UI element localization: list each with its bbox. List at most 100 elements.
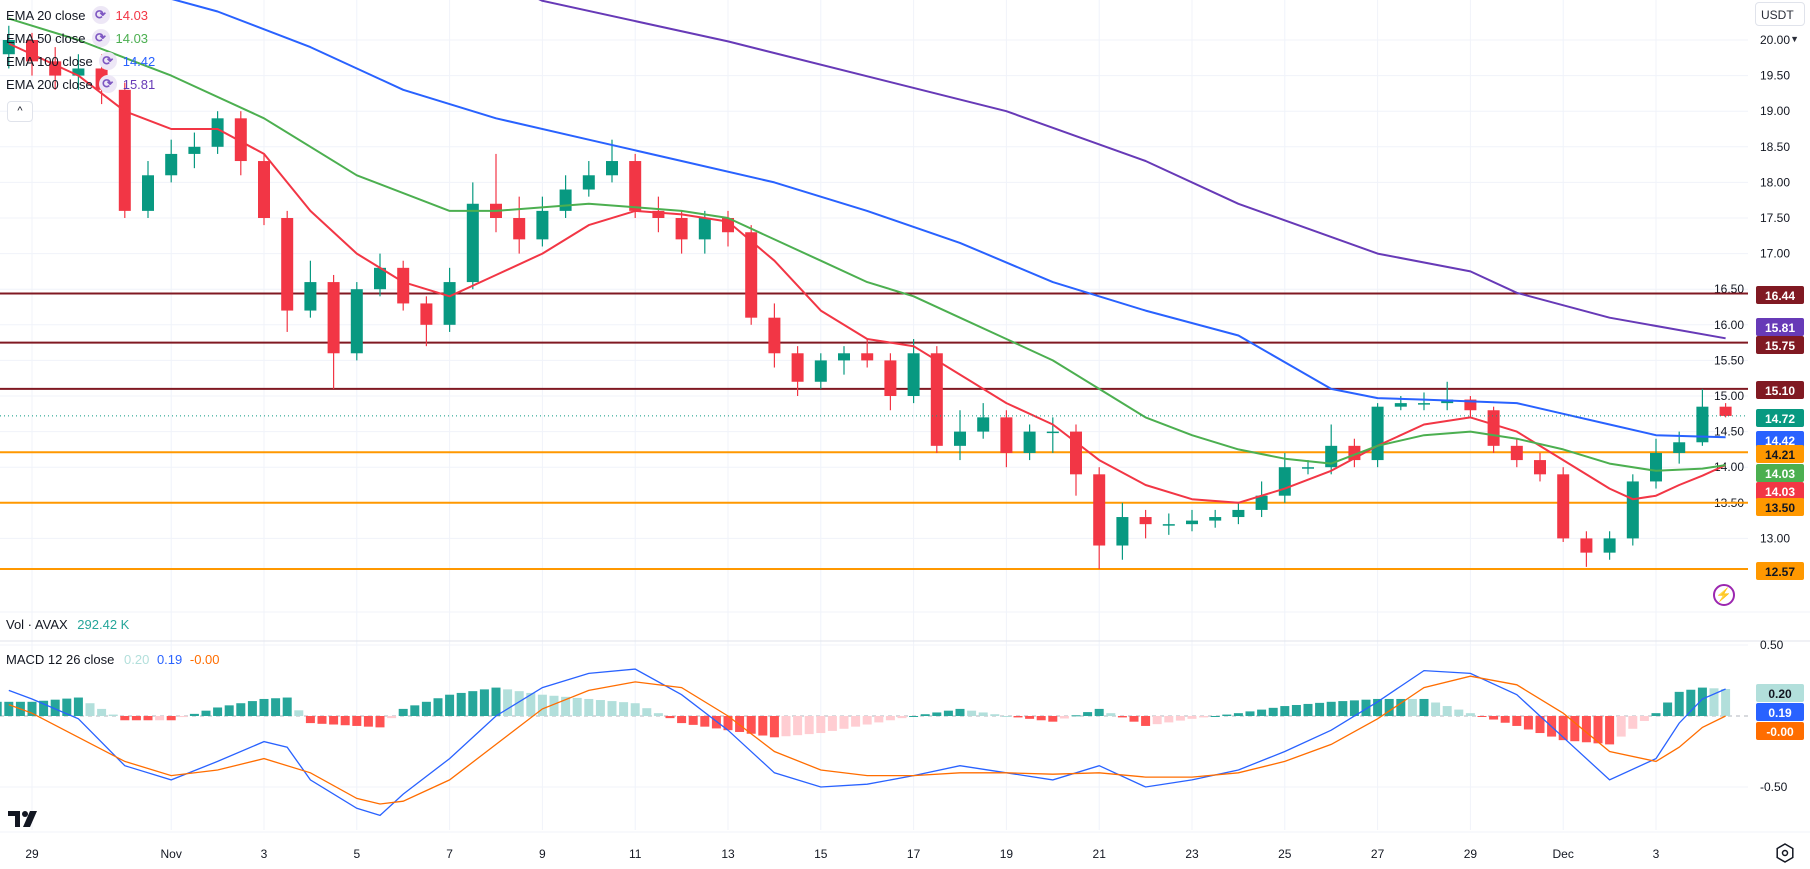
candle-body: [327, 282, 340, 354]
candle-body: [443, 282, 456, 325]
candle-body: [1371, 406, 1384, 461]
macd-line: [8, 668, 1726, 817]
histogram-bar: [1291, 704, 1301, 716]
histogram-bar: [1210, 716, 1220, 717]
histogram-bar: [131, 716, 141, 721]
histogram-bar: [178, 716, 188, 718]
candle-up: [559, 175, 572, 218]
histogram-bar: [1013, 716, 1023, 718]
histogram-bar: [1512, 716, 1522, 726]
candle-up: [907, 339, 920, 404]
sync-icon[interactable]: ⟳: [91, 6, 110, 24]
histogram-bar: [73, 697, 83, 716]
sync-icon[interactable]: ⟳: [91, 29, 110, 47]
price-label-text: 13.50: [1765, 501, 1795, 515]
legend-ema100[interactable]: EMA 100 close ⟳ 14.42: [6, 52, 155, 70]
histogram-bar: [851, 716, 861, 727]
legend-ema20[interactable]: EMA 20 close ⟳ 14.03: [6, 6, 148, 24]
macd-legend[interactable]: MACD 12 26 close 0.20 0.19 -0.00: [6, 652, 220, 667]
price-tick-label: 17.00: [1760, 247, 1790, 261]
histogram-bar: [804, 716, 814, 735]
candle-body: [1464, 399, 1477, 411]
candle-body: [1186, 520, 1198, 525]
price-tick-label: 14.00: [1714, 460, 1744, 474]
volume-label: Vol · AVAX: [6, 617, 68, 632]
histogram-bar: [97, 708, 107, 716]
candle-body: [258, 161, 270, 218]
currency-dropdown[interactable]: USDT ▼: [1755, 2, 1805, 44]
candle-body: [165, 153, 178, 176]
histogram-bar: [1338, 701, 1348, 716]
candle-body: [1603, 538, 1616, 553]
candle-body: [1580, 538, 1593, 553]
ema-line-20: [8, 42, 1727, 504]
candle-body: [211, 118, 224, 147]
histogram-bar: [1651, 713, 1661, 716]
candle-up: [1278, 452, 1291, 503]
price-axis-label: 14.21: [1756, 445, 1804, 463]
histogram-bar: [885, 716, 895, 721]
histogram-bar: [827, 716, 837, 731]
price-tick-label: 15.50: [1714, 353, 1744, 367]
candle-body: [118, 89, 131, 211]
sync-icon[interactable]: ⟳: [98, 52, 117, 70]
legend-ema50[interactable]: EMA 50 close ⟳ 14.03: [6, 29, 148, 47]
candle-body: [1255, 495, 1268, 510]
histogram-bar: [1523, 716, 1533, 730]
candle-down: [930, 346, 943, 453]
histogram-bar: [723, 716, 733, 731]
histogram-bar: [259, 698, 269, 716]
candle-body: [350, 289, 363, 354]
legend-label: EMA 50 close: [6, 30, 86, 46]
candle-body: [466, 203, 479, 283]
candle-body: [1000, 417, 1013, 453]
histogram-bar: [1500, 716, 1510, 723]
price-tick-label: 16.00: [1714, 318, 1744, 332]
legend-collapse-button[interactable]: ^: [7, 101, 33, 122]
histogram-bar: [839, 716, 849, 729]
price-axis-label: 14.42: [1756, 431, 1804, 449]
candle-up: [374, 253, 386, 297]
volume-legend[interactable]: Vol · AVAX 292.42 K: [6, 617, 129, 632]
histogram-bar: [793, 716, 803, 736]
candle-up: [165, 139, 178, 183]
histogram-bar: [166, 716, 176, 721]
histogram-bar: [62, 698, 72, 716]
lightning-icon[interactable]: ⚡: [1713, 584, 1735, 606]
candle-body: [234, 118, 247, 162]
histogram-bar: [1535, 716, 1545, 734]
histogram-bar: [1442, 706, 1452, 716]
candle-down: [1139, 509, 1152, 539]
candle-up: [304, 260, 317, 318]
histogram-bar: [665, 716, 675, 719]
histogram-bar: [4, 701, 14, 716]
histogram-bar: [955, 708, 965, 716]
histogram-bar: [155, 716, 165, 721]
histogram-bar: [398, 708, 408, 716]
candle-down: [327, 274, 340, 389]
candle-down: [281, 210, 294, 332]
price-label-bg: [1756, 286, 1804, 304]
price-label-text: 14.42: [1765, 434, 1795, 448]
macd-axis-label: 0.19: [1756, 703, 1804, 721]
histogram-bar: [1152, 716, 1162, 725]
tradingview-logo[interactable]: [8, 808, 42, 836]
signal-line: [8, 675, 1726, 805]
candle-body: [1418, 403, 1430, 405]
legend-ema200[interactable]: EMA 200 close ⟳ 15.81: [6, 75, 155, 93]
histogram-bar: [1396, 698, 1406, 716]
currency-label: USDT: [1761, 8, 1794, 22]
gear-icon[interactable]: [1774, 842, 1796, 864]
price-axis-label: 15.10: [1756, 381, 1804, 399]
histogram-bar: [1570, 716, 1580, 742]
candles: [2, 25, 1732, 570]
candle-down: [420, 296, 433, 347]
sync-icon[interactable]: ⟳: [98, 75, 117, 93]
candle-body: [2, 40, 15, 55]
price-tick-label: 18.00: [1760, 175, 1790, 189]
histogram-bar: [572, 697, 582, 716]
candle-body: [1209, 517, 1222, 521]
candle-up: [1186, 509, 1198, 532]
histogram-bar: [677, 716, 687, 724]
